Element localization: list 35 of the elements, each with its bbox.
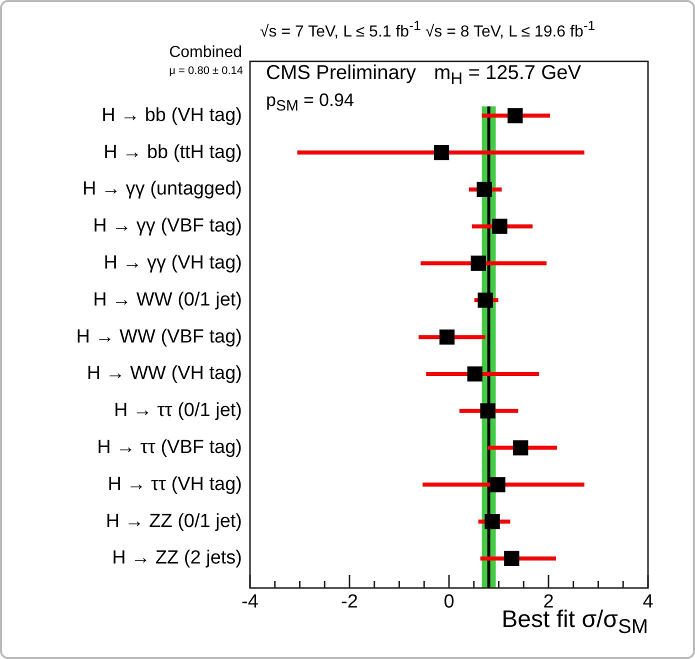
point: [476, 182, 492, 198]
point: [504, 550, 520, 566]
y-tick-label: H → bb (VH tag): [102, 104, 242, 126]
y-tick-label: H → bb (ttH tag): [104, 142, 242, 163]
y-tick-label: H → ττ (VH tag): [108, 474, 242, 495]
y-tick-label: H → γγ (VBF tag): [93, 216, 242, 237]
y-tick-label: H → WW (VBF tag): [76, 326, 242, 348]
y-tick-label: H → γγ (VH tag): [104, 252, 242, 274]
x-tick-label: -2: [341, 592, 358, 613]
point: [492, 218, 508, 234]
point: [470, 256, 486, 271]
y-tick-label: H → ττ (VBF tag): [97, 437, 242, 458]
y-tick-label: H → ττ (0/1 jet): [114, 400, 242, 422]
point: [484, 514, 500, 530]
point: [467, 366, 482, 382]
point: [513, 440, 528, 456]
point: [508, 108, 523, 124]
point: [480, 403, 496, 418]
y-tick-label: H → WW (0/1 jet): [93, 289, 242, 310]
point: [434, 144, 450, 160]
text: CMS Preliminary: [266, 62, 416, 85]
x-tick-label: -4: [242, 592, 259, 613]
y-tick-label: H → ZZ (0/1 jet): [106, 510, 242, 532]
point: [439, 329, 455, 345]
y-tick-label: H → γγ (untagged): [82, 178, 242, 200]
point: [490, 477, 506, 492]
text: μ = 0.80 ± 0.14: [168, 65, 243, 77]
y-tick-label: H → ZZ (2 jets): [112, 548, 242, 569]
text: Combined: [168, 44, 242, 62]
point: [478, 292, 493, 308]
text: m$_{H}$ = 125.7 GeV: [434, 62, 582, 89]
annotation: p$_{SM}$ = 0.94: [266, 90, 354, 115]
y-tick-label: H → WW (VH tag): [86, 363, 242, 384]
x-tick-label: 0: [444, 592, 454, 613]
chart-title: √s = 7 TeV, L ≤ 5.1 fb$^{-1}$ √s = 8 TeV, L ≤ 19.6 fb$^{-1}$: [260, 18, 596, 42]
